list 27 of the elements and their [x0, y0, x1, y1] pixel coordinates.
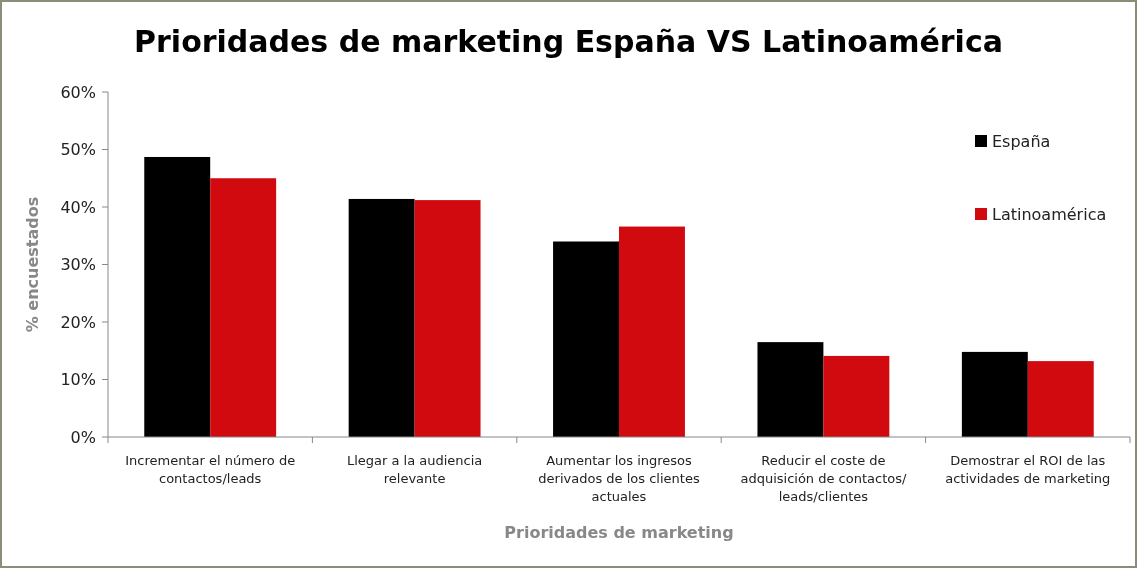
bar: [757, 342, 824, 437]
x-tick-label: Aumentar los ingresos derivados de los clientes actuales: [538, 453, 700, 504]
bar: [414, 200, 481, 437]
bar: [619, 226, 685, 437]
bar: [961, 351, 1028, 437]
chart-title: Prioridades de marketing España VS Latinoamérica: [134, 24, 1003, 59]
x-axis-title: Prioridades de marketing: [504, 523, 734, 542]
x-tick-label: Demostrar el ROI de las actividades de marketing: [945, 453, 1111, 486]
bar: [553, 241, 619, 437]
bar: [1027, 361, 1094, 437]
bar: [210, 178, 277, 437]
y-tick-label: 40%: [60, 197, 96, 217]
legend-label: España: [992, 131, 1051, 151]
y-axis-title: % encuestados: [23, 196, 42, 333]
x-tick-label: Llegar a la audiencia relevante: [346, 453, 483, 486]
y-tick-label: 50%: [60, 140, 96, 160]
y-tick-label: 0%: [70, 427, 96, 447]
y-tick-label: 10%: [60, 370, 96, 390]
y-tick-label: 60%: [60, 82, 96, 102]
y-tick-label: 30%: [60, 255, 96, 275]
x-tick-label: Reducir el coste de adquisición de contactos/ leads/clientes: [740, 453, 907, 504]
x-tick-label: Incrementar el número de contactos/leads: [125, 453, 296, 486]
legend-label: Latinoamérica: [992, 204, 1107, 224]
y-tick-label: 20%: [60, 312, 96, 332]
bar: [348, 198, 415, 437]
bar: [823, 355, 890, 437]
bar: [144, 156, 211, 437]
